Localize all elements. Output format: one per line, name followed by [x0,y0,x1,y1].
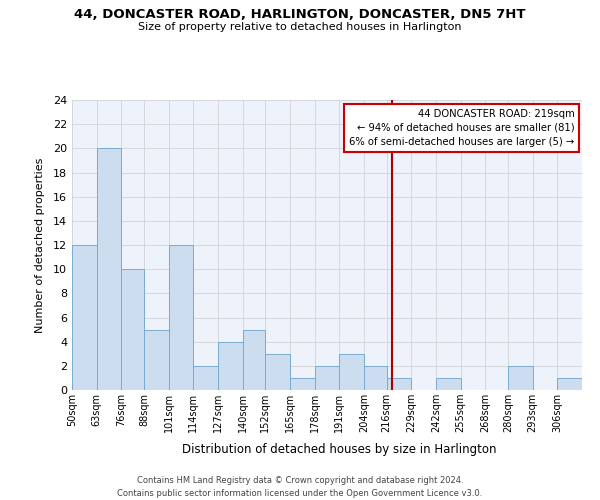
Bar [72,245,97,390]
Bar [340,354,364,390]
Bar [97,148,121,390]
Bar [193,366,218,390]
Bar [314,366,340,390]
Bar [290,378,314,390]
Text: 44 DONCASTER ROAD: 219sqm
← 94% of detached houses are smaller (81)
6% of semi-d: 44 DONCASTER ROAD: 219sqm ← 94% of detac… [349,108,574,146]
Bar [364,366,387,390]
Text: Contains HM Land Registry data © Crown copyright and database right 2024.
Contai: Contains HM Land Registry data © Crown c… [118,476,482,498]
Text: Distribution of detached houses by size in Harlington: Distribution of detached houses by size … [182,442,496,456]
Text: Size of property relative to detached houses in Harlington: Size of property relative to detached ho… [138,22,462,32]
Bar [169,245,193,390]
Bar [121,269,144,390]
Bar [436,378,461,390]
Bar [508,366,533,390]
Bar [242,330,265,390]
Bar [144,330,169,390]
Bar [265,354,290,390]
Text: 44, DONCASTER ROAD, HARLINGTON, DONCASTER, DN5 7HT: 44, DONCASTER ROAD, HARLINGTON, DONCASTE… [74,8,526,20]
Y-axis label: Number of detached properties: Number of detached properties [35,158,44,332]
Bar [387,378,412,390]
Bar [557,378,582,390]
Bar [218,342,242,390]
